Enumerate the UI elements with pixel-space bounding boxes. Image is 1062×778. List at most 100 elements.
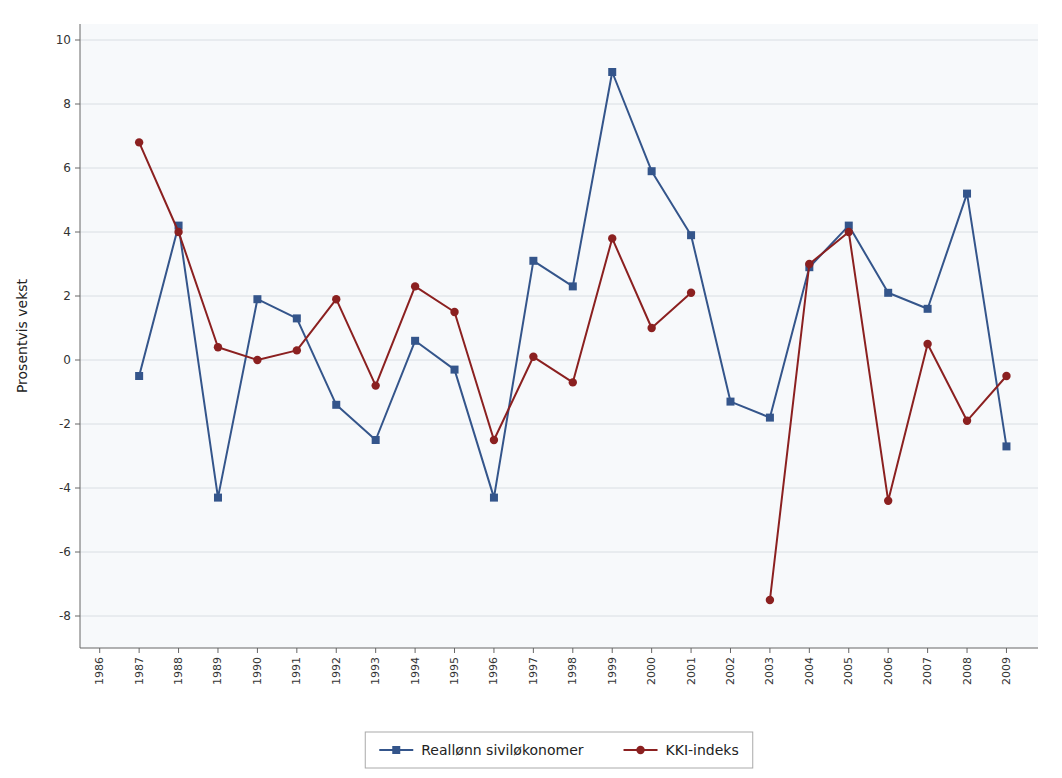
tick-label: -8 [59,609,71,623]
marker [569,282,577,290]
tick-label: 2003 [763,657,776,685]
tick-label: 1987 [133,657,146,685]
marker [490,436,498,444]
tick-mark [809,648,810,653]
tick-label: -6 [59,545,71,559]
marker [253,356,261,364]
marker [687,289,695,297]
tick-label: 1990 [251,657,264,685]
grid-line [80,552,1038,553]
tick-mark [75,104,80,105]
tick-mark [888,648,889,653]
marker [569,378,577,386]
legend-frame [365,732,752,768]
tick-mark [75,424,80,425]
legend-swatch [392,746,400,754]
tick-mark [730,648,731,653]
tick-mark [691,648,692,653]
marker [135,138,143,146]
tick-label: 4 [63,225,71,239]
marker [963,417,971,425]
tick-mark [612,648,613,653]
grid-line [80,488,1038,489]
tick-mark [139,648,140,653]
tick-label: 1994 [409,657,422,685]
tick-label: 1989 [211,657,224,685]
tick-label: 2008 [961,657,974,685]
tick-label: 1991 [290,657,303,685]
marker [293,314,301,322]
marker [135,372,143,380]
tick-label: 10 [56,33,71,47]
tick-label: 2002 [724,657,737,685]
tick-label: 2006 [882,657,895,685]
tick-mark [75,296,80,297]
marker [411,337,419,345]
tick-label: 2 [63,289,71,303]
marker [450,308,458,316]
tick-label: 2004 [803,657,816,685]
grid-line [80,616,1038,617]
marker [293,346,301,354]
marker [608,68,616,76]
tick-mark [493,648,494,653]
y-axis: -8-6-4-20246810 [56,33,1038,623]
tick-label: 1986 [93,657,106,685]
marker [963,190,971,198]
tick-mark [533,648,534,653]
marker [371,381,379,389]
marker [411,282,419,290]
tick-mark [99,648,100,653]
marker [608,234,616,242]
marker [451,366,459,374]
tick-label: -2 [59,417,71,431]
marker [1002,442,1010,450]
marker [372,436,380,444]
grid-line [80,232,1038,233]
tick-mark [1006,648,1007,653]
tick-mark [454,648,455,653]
grid-line [80,360,1038,361]
tick-label: 8 [63,97,71,111]
axis-label: Prosentvis vekst [14,278,30,393]
tick-mark [375,648,376,653]
marker [924,305,932,313]
tick-label: -4 [59,481,71,495]
axis-line [80,648,1038,649]
grid-line [80,40,1038,41]
legend-item: Reallønn siviløkonomer [379,742,584,758]
axis-line [80,24,81,648]
grid-line [80,104,1038,105]
tick-mark [75,40,80,41]
tick-label: 1992 [330,657,343,685]
grid-line [80,168,1038,169]
line [139,142,1006,600]
chart: -8-6-4-202468101986198719881989199019911… [0,0,1062,778]
marker [1002,372,1010,380]
tick-mark [257,648,258,653]
x-axis: 1986198719881989199019911992199319941995… [93,648,1013,685]
tick-mark [769,648,770,653]
marker [923,340,931,348]
tick-mark [75,616,80,617]
data-area [135,68,1011,604]
tick-mark [572,648,573,653]
marker [490,494,498,502]
line [139,72,1006,498]
tick-label: 2000 [645,657,658,685]
marker [845,228,853,236]
tick-label: 1988 [172,657,185,685]
tick-label: 1996 [487,657,500,685]
tick-mark [967,648,968,653]
tick-label: 1999 [606,657,619,685]
tick-label: 2007 [921,657,934,685]
marker [253,295,261,303]
marker [174,228,182,236]
marker [766,596,774,604]
tick-label: 2005 [842,657,855,685]
tick-mark [651,648,652,653]
tick-label: 1993 [369,657,382,685]
marker [214,343,222,351]
tick-mark [75,552,80,553]
tick-mark [75,360,80,361]
